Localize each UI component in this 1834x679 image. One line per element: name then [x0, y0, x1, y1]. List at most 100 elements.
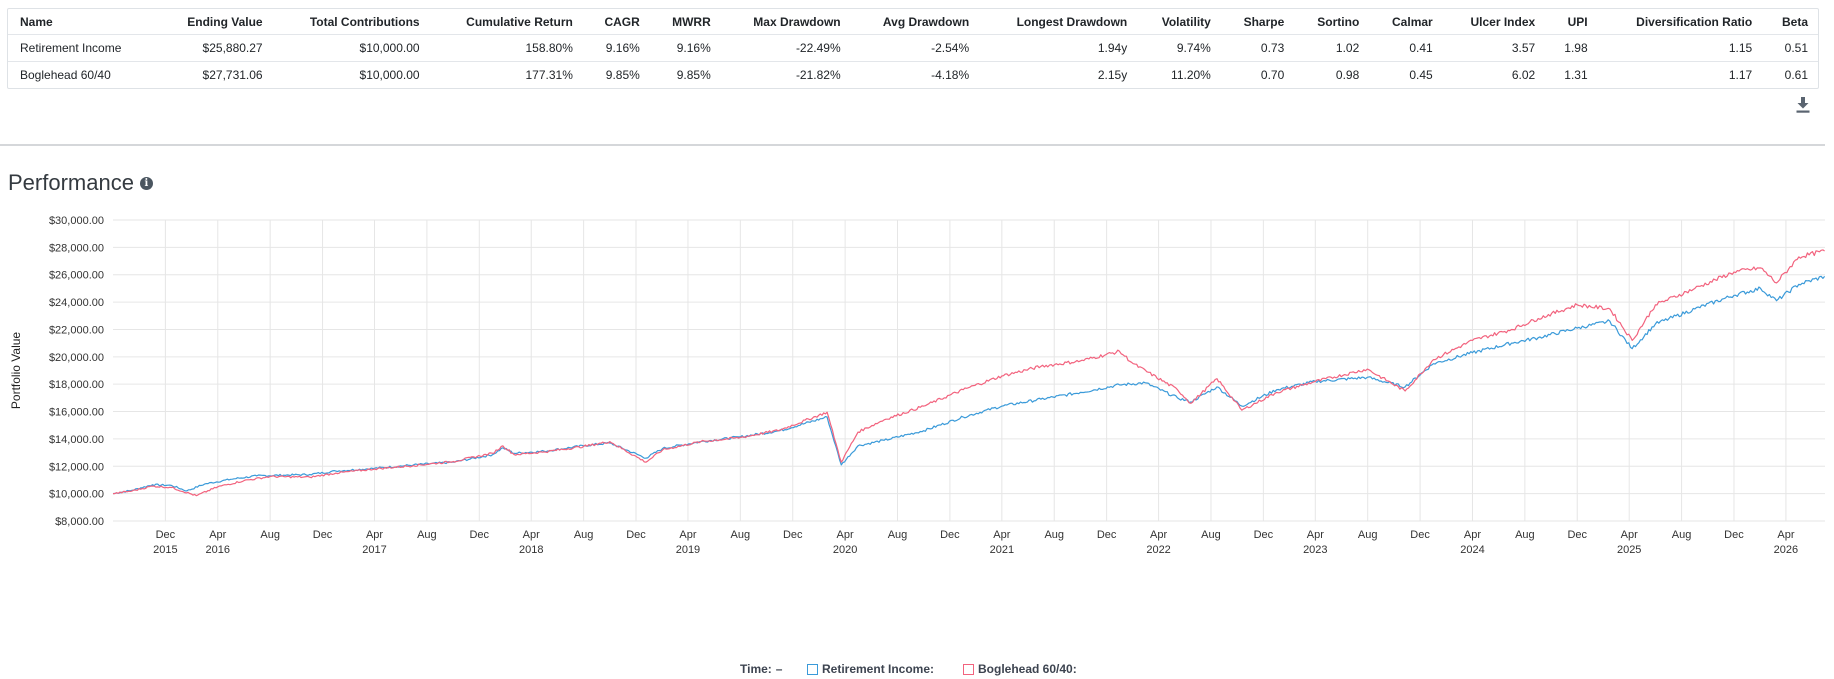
legend-label: Retirement Income: [822, 662, 935, 676]
col-header-mwrr[interactable]: MWRR [672, 14, 711, 29]
table-row: Retirement Income $25,880.27 $10,000.00 … [8, 34, 1818, 62]
col-header-cagr[interactable]: CAGR [604, 14, 640, 29]
info-icon[interactable]: i [139, 176, 153, 190]
performance-heading: Performance i [8, 170, 153, 196]
x-tick-label: Apr [837, 529, 854, 541]
x-tick-label: Dec [1724, 529, 1744, 541]
y-tick-label: $26,000.00 [49, 270, 104, 282]
cell-name: Retirement Income [8, 34, 158, 62]
x-tick-label: Apr [993, 529, 1010, 541]
y-tick-label: $10,000.00 [49, 489, 104, 501]
x-tick-year-label: 2017 [362, 544, 386, 556]
cell-cagr: 9.85% [582, 61, 650, 88]
x-tick-label: Aug [417, 529, 437, 541]
col-header-name[interactable]: Name [20, 14, 53, 29]
cell-ending-value: $27,731.06 [157, 61, 273, 88]
cell-ending-value: $25,880.27 [157, 34, 273, 62]
series-line-retirement-income [112, 275, 1826, 495]
x-tick-year-label: 2025 [1617, 544, 1641, 556]
legend-label: Boglehead 60/40: [978, 662, 1077, 676]
x-tick-label: Dec [1410, 529, 1430, 541]
x-tick-label: Aug [1672, 529, 1692, 541]
x-tick-year-label: 2024 [1460, 544, 1484, 556]
cell-cumulative-return: 158.80% [429, 34, 583, 62]
x-tick-year-label: 2026 [1774, 544, 1798, 556]
cell-sortino: 0.98 [1294, 61, 1370, 88]
x-tick-label: Apr [1777, 529, 1794, 541]
cell-upi: 1.31 [1545, 61, 1598, 88]
col-header-avg-drawdown[interactable]: Avg Drawdown [882, 14, 970, 29]
col-header-sharpe[interactable]: Sharpe [1243, 14, 1285, 29]
cell-volatility: 9.74% [1137, 34, 1221, 62]
cell-max-drawdown: -22.49% [720, 34, 851, 62]
section-divider [0, 144, 1825, 146]
y-tick-label: $24,000.00 [49, 297, 104, 309]
col-header-ulcer-index[interactable]: Ulcer Index [1470, 14, 1536, 29]
x-tick-label: Apr [523, 529, 540, 541]
col-header-total-contributions[interactable]: Total Contributions [309, 14, 420, 29]
x-tick-label: Aug [1358, 529, 1378, 541]
x-tick-year-label: 2022 [1146, 544, 1170, 556]
x-tick-year-label: 2021 [990, 544, 1014, 556]
col-header-diversification-ratio[interactable]: Diversification Ratio [1636, 14, 1753, 29]
cell-total-contributions: $10,000.00 [272, 34, 430, 62]
cell-name: Boglehead 60/40 [8, 61, 158, 88]
cell-diversification-ratio: 1.17 [1597, 61, 1763, 88]
x-tick-label: Dec [1567, 529, 1587, 541]
x-tick-year-label: 2019 [676, 544, 700, 556]
metrics-table-card: Name Ending Value Total Contributions Cu… [7, 8, 1819, 89]
table-header-row: Name Ending Value Total Contributions Cu… [8, 9, 1818, 35]
y-axis-label: Portfolio Value [9, 332, 23, 409]
col-header-ending-value[interactable]: Ending Value [187, 14, 263, 29]
col-header-upi[interactable]: UPI [1567, 14, 1588, 29]
y-tick-label: $30,000.00 [49, 215, 104, 227]
x-tick-label: Aug [731, 529, 751, 541]
chart-legend: Time: – Retirement Income: Boglehead 60/… [0, 662, 1834, 679]
table-row: Boglehead 60/40 $27,731.06 $10,000.00 17… [8, 61, 1818, 88]
x-tick-label: Dec [1254, 529, 1274, 541]
col-header-sortino[interactable]: Sortino [1317, 14, 1360, 29]
cell-sharpe: 0.73 [1220, 34, 1295, 62]
x-tick-year-label: 2023 [1303, 544, 1327, 556]
col-header-beta[interactable]: Beta [1781, 14, 1808, 29]
y-tick-label: $22,000.00 [49, 324, 104, 336]
cell-max-drawdown: -21.82% [720, 61, 851, 88]
cell-sortino: 1.02 [1294, 34, 1370, 62]
x-tick-label: Apr [679, 529, 696, 541]
x-tick-year-label: 2018 [519, 544, 543, 556]
download-icon[interactable] [1795, 96, 1811, 114]
cell-beta: 0.51 [1762, 34, 1818, 62]
cell-sharpe: 0.70 [1220, 61, 1295, 88]
legend-swatch [963, 663, 974, 675]
x-tick-label: Dec [469, 529, 489, 541]
x-tick-year-label: 2016 [206, 544, 230, 556]
y-tick-label: $20,000.00 [49, 352, 104, 364]
x-tick-label: Dec [156, 529, 176, 541]
x-tick-label: Aug [260, 529, 280, 541]
x-tick-label: Dec [940, 529, 960, 541]
cell-calmar: 0.41 [1369, 34, 1443, 62]
legend-item-retirement-income[interactable]: Retirement Income: [807, 662, 934, 676]
cell-longest-drawdown: 2.15y [979, 61, 1138, 88]
x-tick-year-label: 2015 [153, 544, 177, 556]
y-tick-label: $16,000.00 [49, 407, 104, 419]
x-tick-label: Aug [574, 529, 594, 541]
col-header-volatility[interactable]: Volatility [1161, 14, 1211, 29]
cell-ulcer-index: 3.57 [1442, 34, 1546, 62]
col-header-calmar[interactable]: Calmar [1392, 14, 1433, 29]
performance-chart[interactable]: $8,000.00 $10,000.00 $12,000.00 $14,000.00 $… [0, 205, 1834, 662]
metrics-table: Name Ending Value Total Contributions Cu… [8, 9, 1818, 88]
y-tick-label: $18,000.00 [49, 379, 104, 391]
col-header-cumulative-return[interactable]: Cumulative Return [466, 14, 573, 29]
x-tick-label: Dec [1097, 529, 1117, 541]
cell-mwrr: 9.16% [649, 34, 721, 62]
x-tick-label: Apr [1464, 529, 1481, 541]
col-header-longest-drawdown[interactable]: Longest Drawdown [1016, 14, 1128, 29]
legend-item-boglehead[interactable]: Boglehead 60/40: [963, 662, 1077, 676]
x-tick-label: Aug [888, 529, 908, 541]
cell-diversification-ratio: 1.15 [1597, 34, 1763, 62]
x-tick-label: Aug [1044, 529, 1064, 541]
legend-swatch [807, 663, 818, 675]
legend-time: Time: – [740, 662, 782, 676]
col-header-max-drawdown[interactable]: Max Drawdown [753, 14, 841, 29]
